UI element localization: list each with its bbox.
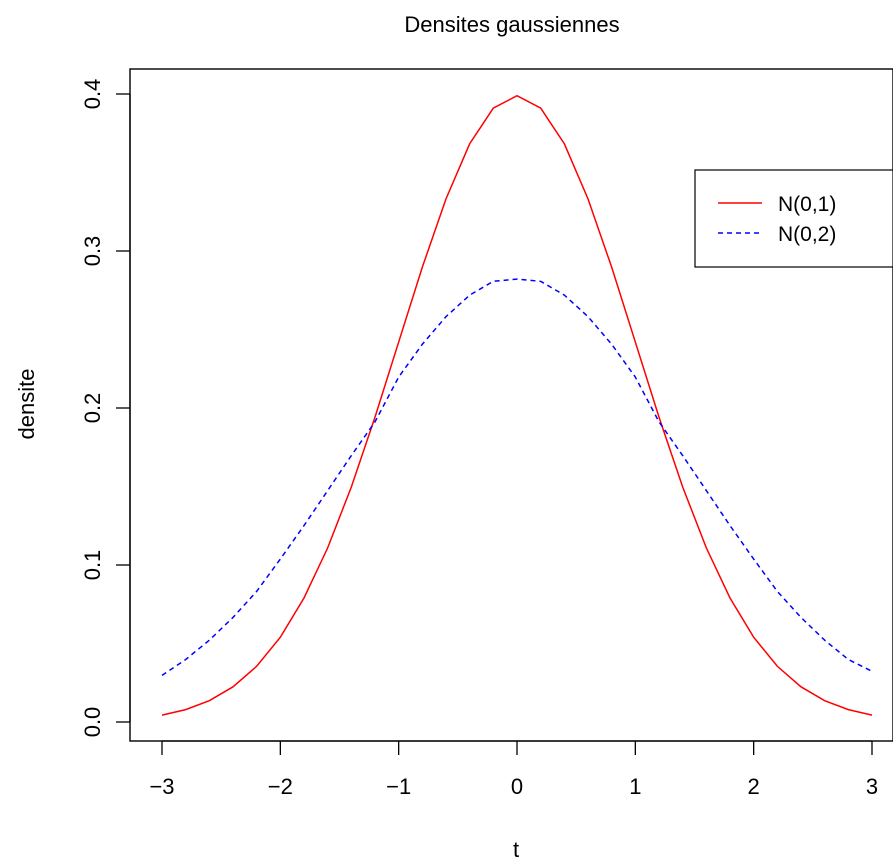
y-axis: 0.0 0.1 0.2 0.3 0.4 xyxy=(80,79,131,738)
y-tick-label: 0.0 xyxy=(80,707,105,738)
y-axis-title: densite xyxy=(14,369,39,440)
chart-title: Densites gaussiennes xyxy=(404,12,619,37)
x-tick-label: −1 xyxy=(386,774,411,799)
x-axis-title: t xyxy=(513,837,519,862)
y-tick-label: 0.3 xyxy=(80,236,105,267)
x-tick-label: −3 xyxy=(149,774,174,799)
series-line-1 xyxy=(161,94,873,716)
y-tick-label: 0.1 xyxy=(80,550,105,581)
x-tick-label: 0 xyxy=(511,774,523,799)
x-tick-label: −2 xyxy=(268,774,293,799)
x-tick-label: 3 xyxy=(866,774,878,799)
legend-label-1: N(0,1) xyxy=(778,193,836,216)
x-tick-label: 1 xyxy=(629,774,641,799)
series-layer xyxy=(161,94,873,716)
x-tick-label: 2 xyxy=(748,774,760,799)
legend-box xyxy=(694,169,893,268)
y-tick-label: 0.2 xyxy=(80,393,105,424)
legend: N(0,1) N(0,2) xyxy=(694,169,893,268)
legend-label-2: N(0,2) xyxy=(778,223,836,246)
y-tick-label: 0.4 xyxy=(80,79,105,110)
x-axis: −3 −2 −1 0 1 2 3 xyxy=(149,740,878,799)
series-line-2 xyxy=(161,278,873,676)
